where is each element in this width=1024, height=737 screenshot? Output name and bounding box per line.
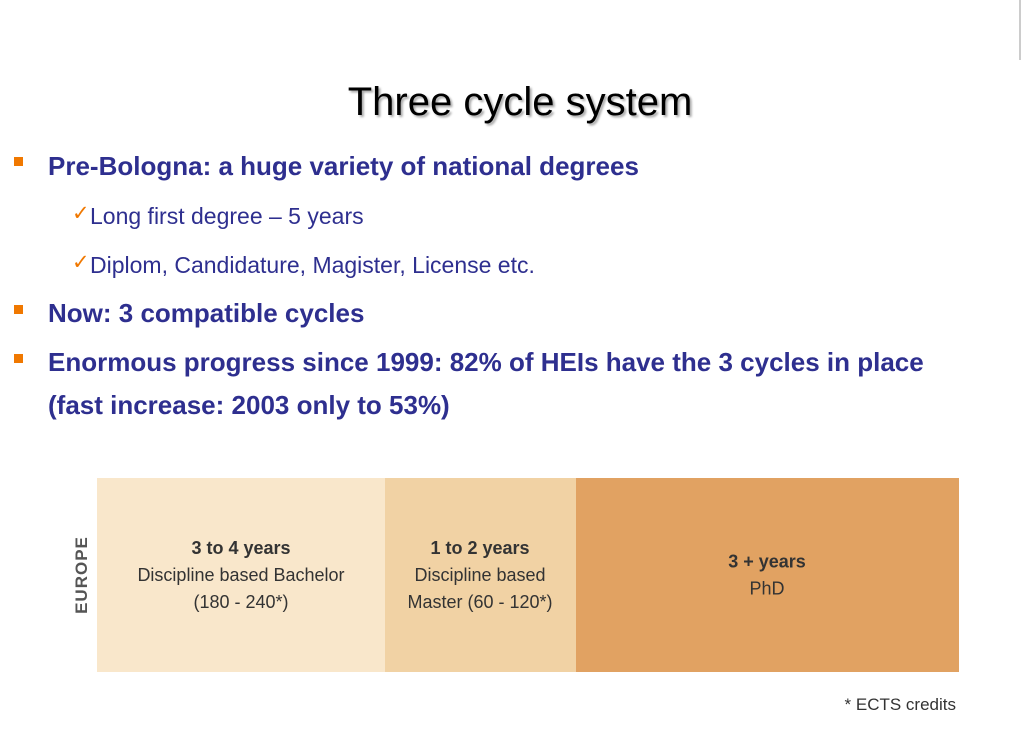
bullet-marker <box>14 305 23 314</box>
cycle-text: Discipline based Bachelor <box>137 565 344 585</box>
edge-line <box>1019 0 1021 60</box>
bullet-marker <box>14 354 23 363</box>
bullet: Now: 3 compatible cycles <box>48 298 365 328</box>
cycle-block <box>576 478 959 672</box>
check-marker: ✓ <box>72 251 90 274</box>
sub-bullet: Long first degree – 5 years <box>90 203 364 229</box>
sub-bullet: Diplom, Candidature, Magister, License e… <box>90 252 535 278</box>
cycle-block <box>385 478 576 672</box>
cycle-block <box>97 478 385 672</box>
footnote: * ECTS credits <box>845 695 956 714</box>
bullet: Enormous progress since 1999: 82% of HEI… <box>48 347 924 420</box>
cycle-text: Master (60 - 120*) <box>407 592 552 612</box>
bullet: Pre-Bologna: a huge variety of national … <box>48 151 639 181</box>
cycle-text: 3 + years <box>728 552 806 572</box>
bullet-marker <box>14 157 23 166</box>
cycle-text: Discipline based <box>414 565 545 585</box>
cycle-text: PhD <box>749 579 784 599</box>
cycle-text: (180 - 240*) <box>193 592 288 612</box>
cycle-text: 3 to 4 years <box>191 538 290 558</box>
check-marker: ✓ <box>72 202 90 225</box>
slide-title: Three cycle system <box>347 80 693 124</box>
region-label: EUROPE <box>72 536 91 614</box>
cycle-text: 1 to 2 years <box>430 538 529 558</box>
